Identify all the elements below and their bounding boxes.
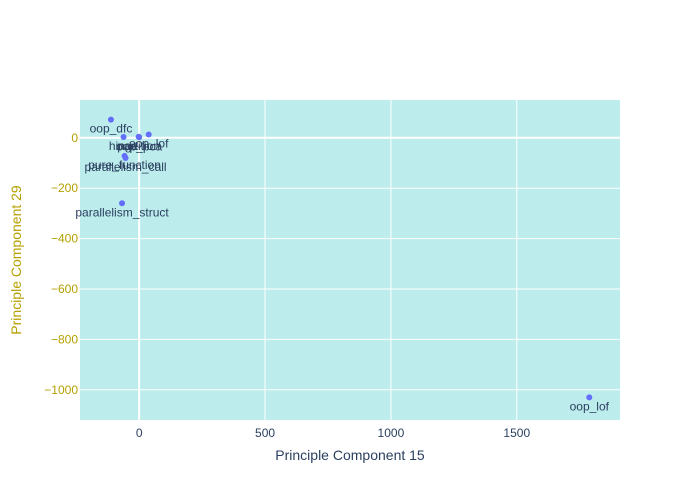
data-point-label: partition (117, 139, 160, 153)
data-point (107, 116, 114, 123)
data-point-label: hinge (109, 139, 139, 153)
y-axis-title: Principle Component 29 (8, 185, 24, 335)
data-points: oop_dfchingepartitionoop_pcaoop_lofpure_… (75, 116, 610, 413)
plot-background (80, 100, 620, 420)
y-tick-label: 0 (71, 131, 78, 145)
x-tick-label: 500 (255, 426, 275, 440)
data-point (145, 131, 152, 138)
y-tick-label: −200 (51, 181, 78, 195)
x-tick-labels: 0 500 1000 1500 (136, 426, 531, 440)
y-tick-label: −600 (51, 282, 78, 296)
data-point-label: parallelism_struct (75, 205, 169, 219)
y-tick-label: −1000 (44, 383, 78, 397)
data-point-label: oop_dfc (90, 122, 133, 136)
data-point (122, 154, 129, 161)
data-point (586, 394, 593, 401)
x-tick-label: 1000 (378, 426, 405, 440)
data-point-label: parallelism_call (85, 160, 167, 174)
x-tick-label: 0 (136, 426, 143, 440)
x-tick-label: 1500 (503, 426, 530, 440)
data-point (136, 134, 143, 141)
grid-lines (80, 100, 620, 420)
data-point (120, 134, 127, 141)
x-axis-title: Principle Component 15 (275, 447, 425, 463)
data-point (119, 200, 126, 207)
data-point-label: oop_pca (116, 139, 162, 153)
data-point-label: oop_lof (129, 137, 169, 151)
y-tick-label: −400 (51, 232, 78, 246)
y-tick-label: −800 (51, 332, 78, 346)
data-point-label: pure_function (88, 158, 161, 172)
data-point-label: oop_lof (570, 399, 610, 413)
y-tick-labels: 0 −200 −400 −600 −800 −1000 (44, 131, 78, 397)
